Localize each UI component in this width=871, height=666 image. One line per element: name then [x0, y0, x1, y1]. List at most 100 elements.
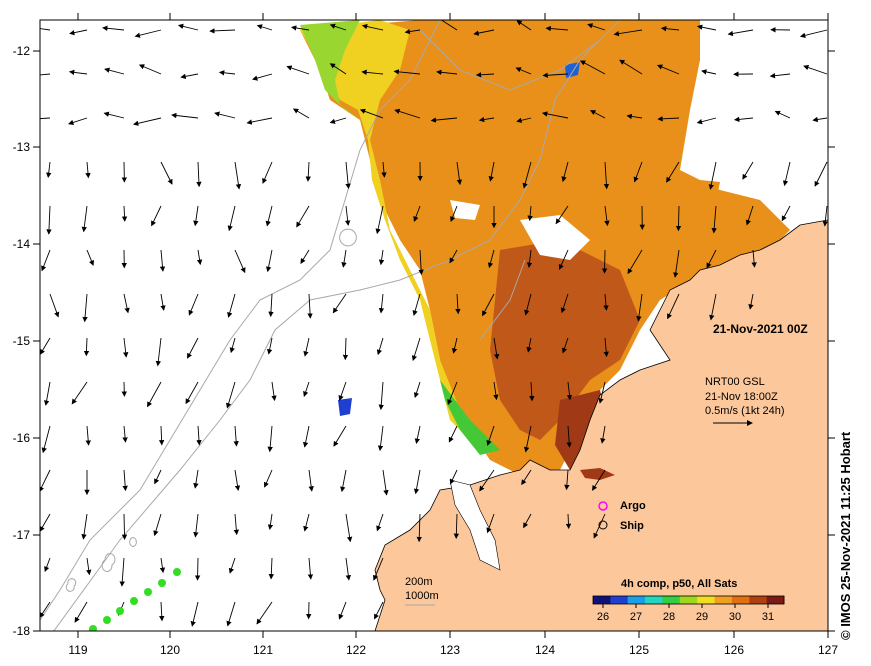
y-tick-label: -18 — [13, 624, 31, 638]
current-vector — [742, 161, 754, 180]
current-vector — [603, 337, 609, 358]
current-vector — [413, 205, 421, 222]
current-vector — [333, 425, 347, 447]
current-vector — [447, 381, 458, 406]
current-vector — [147, 381, 162, 408]
current-vector — [133, 117, 162, 126]
current-vector — [803, 65, 828, 75]
current-vector — [227, 205, 236, 232]
current-vector — [418, 249, 424, 276]
current-vector — [822, 205, 828, 227]
current-vector — [229, 337, 236, 354]
colorbar-swatch — [749, 596, 768, 604]
x-tick-label: 122 — [346, 643, 366, 657]
current-vector — [374, 601, 384, 620]
current-vector — [193, 205, 199, 227]
legend-ship: Ship — [620, 520, 644, 532]
current-vector — [194, 557, 201, 581]
current-vector — [233, 513, 240, 536]
current-vector — [41, 249, 51, 272]
plot-frame — [39, 19, 829, 632]
y-tick-label: -15 — [13, 334, 31, 348]
argo-marker-icon — [598, 501, 608, 511]
current-vector — [561, 337, 569, 354]
colorbar-tick-label: 29 — [696, 611, 708, 623]
current-vector — [41, 425, 51, 454]
colorbar-tick-label: 26 — [597, 611, 609, 623]
current-vector — [488, 161, 495, 182]
current-vector — [487, 249, 495, 269]
current-vector — [329, 63, 347, 75]
current-vector — [40, 73, 51, 76]
current-vector — [706, 249, 717, 269]
current-info: NRT00 GSL 21-Nov 18:00Z 0.5m/s (1kt 24h) — [705, 376, 784, 426]
sst-field — [300, 20, 828, 540]
current-vector — [455, 293, 461, 315]
current-info-line1: NRT00 GSL — [705, 376, 765, 388]
current-vector — [218, 70, 236, 76]
y-tick-label: -14 — [13, 237, 31, 251]
x-tick-label: 119 — [68, 643, 87, 657]
current-vector — [214, 111, 236, 119]
current-vector — [566, 381, 573, 401]
current-vector — [180, 73, 199, 80]
current-vector — [154, 469, 162, 485]
current-vector — [524, 293, 532, 316]
track-point — [144, 588, 152, 596]
current-vector — [85, 425, 91, 446]
colorbar-tick-label: 31 — [762, 611, 774, 623]
colorbar-swatch — [697, 596, 716, 604]
y-tick-label: -16 — [13, 431, 31, 445]
current-vector — [696, 24, 717, 31]
current-vectors — [40, 20, 828, 627]
current-vector — [377, 425, 384, 452]
current-vector — [74, 601, 88, 623]
current-vector — [613, 29, 643, 37]
current-vector — [566, 425, 572, 448]
current-vector — [252, 73, 273, 81]
current-vector — [153, 513, 162, 537]
current-vector — [345, 161, 351, 190]
current-vector — [305, 161, 311, 182]
current-vector — [286, 65, 310, 75]
current-vector — [473, 29, 495, 36]
current-vector — [545, 25, 569, 32]
isobath-legend: 200m 1000m — [405, 576, 439, 606]
current-vector — [185, 381, 199, 405]
current-vector — [412, 293, 421, 316]
current-vector — [329, 23, 347, 31]
colorbar-swatch — [679, 596, 698, 604]
current-vector — [378, 293, 385, 314]
current-vector — [103, 111, 125, 119]
ship-track — [89, 568, 181, 631]
current-vector — [119, 557, 125, 587]
current-vector — [619, 59, 643, 75]
current-vector — [656, 64, 680, 75]
track-point — [103, 616, 111, 624]
current-vector — [394, 108, 421, 119]
current-vector — [542, 72, 569, 78]
ship-marker-icon — [598, 520, 608, 530]
current-vector — [781, 205, 791, 222]
current-vector — [246, 117, 273, 125]
current-vector — [727, 29, 754, 37]
current-vector — [600, 425, 606, 444]
current-vector — [486, 513, 495, 534]
current-vector — [603, 161, 610, 190]
current-vector — [341, 249, 347, 268]
x-tick-label: 126 — [724, 643, 744, 657]
track-point — [130, 597, 138, 605]
current-vector — [296, 205, 310, 228]
current-vector — [516, 20, 532, 31]
current-vector — [709, 293, 717, 321]
current-vector — [46, 205, 52, 235]
current-vector — [171, 112, 199, 119]
current-vector — [82, 293, 88, 323]
current-vector — [527, 205, 533, 222]
current-vector — [555, 205, 569, 225]
current-vector — [627, 249, 643, 275]
current-vector — [799, 29, 828, 38]
current-vector — [268, 557, 274, 580]
current-vector — [604, 205, 610, 227]
current-vector — [86, 557, 92, 576]
